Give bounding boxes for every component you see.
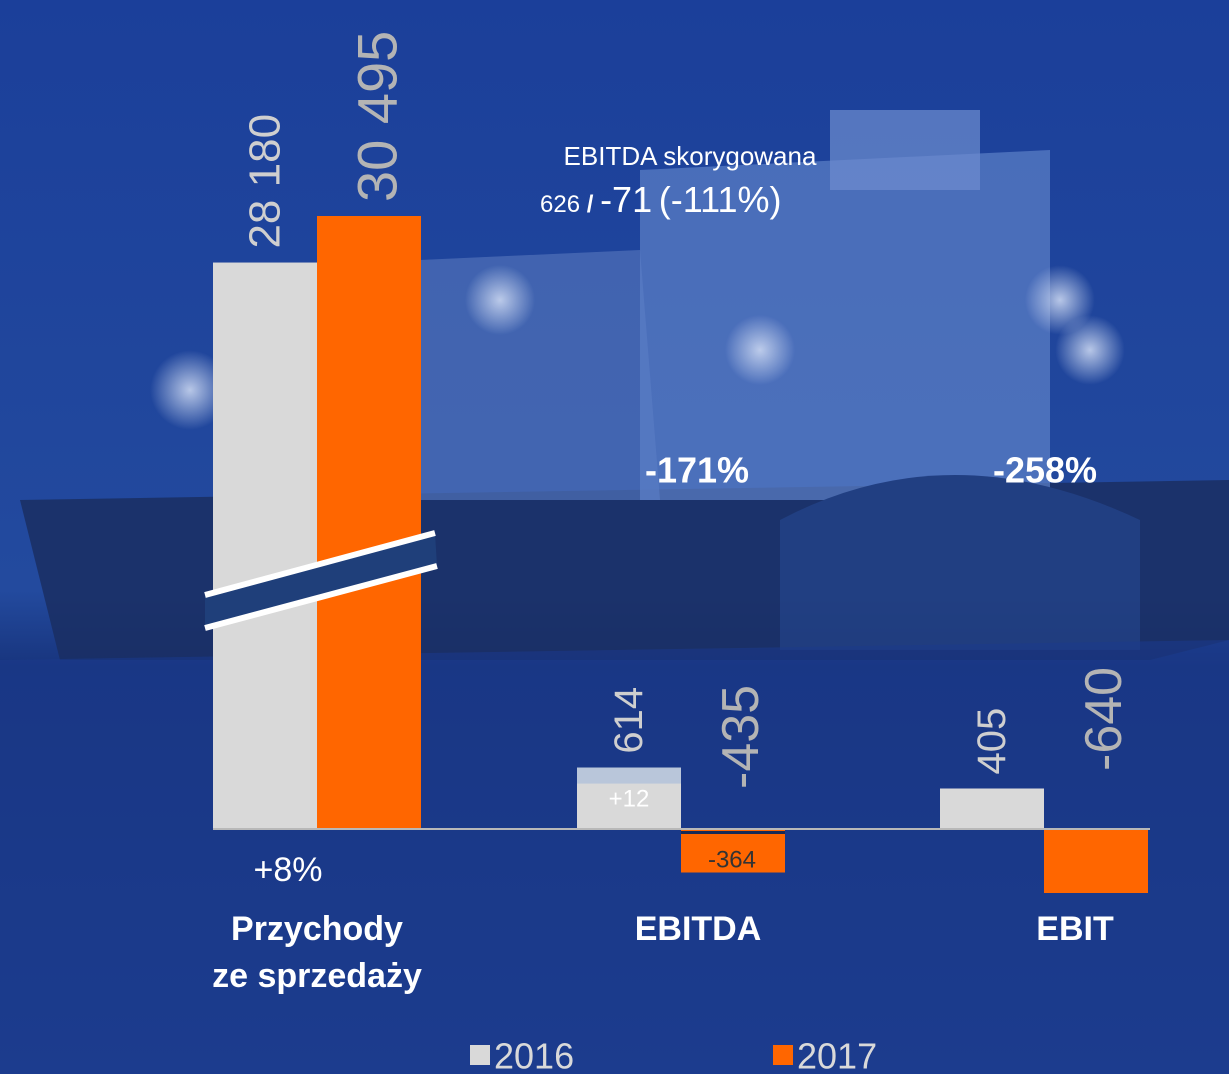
adjusted-2016: 626 [540, 191, 580, 218]
inner-label: +12 [609, 786, 650, 813]
change-label: +8% [254, 851, 323, 889]
legend-label: 2017 [797, 1036, 877, 1074]
adjusted-2017: -71 [600, 179, 652, 220]
bar [681, 829, 785, 873]
bar [317, 216, 421, 829]
adjusted-change: (-111%) [659, 179, 782, 220]
adjusted-line: 626 / -71 (-111%) [540, 179, 781, 220]
category-label: EBITDA [635, 910, 762, 948]
bar-highlight [577, 767, 681, 784]
legend-label: 2016 [494, 1036, 574, 1074]
axis-break-line [204, 530, 436, 598]
adjusted-separator: / [587, 191, 594, 218]
value-label: 405 [970, 708, 1014, 775]
legend-swatch [470, 1045, 490, 1065]
change-label: -171% [645, 450, 749, 491]
change-label: -258% [993, 450, 1097, 491]
bar [940, 788, 1044, 829]
bar [1044, 829, 1148, 893]
value-label: 30 495 [346, 31, 409, 202]
bar-top-line [681, 831, 785, 834]
inner-label: -364 [708, 847, 756, 874]
bar [213, 262, 317, 829]
category-label: EBIT [1036, 910, 1114, 948]
legend-swatch [773, 1045, 793, 1065]
category-label: Przychody [231, 910, 403, 948]
plot: 28 180 30 495 Przychody ze sprzedaży 614 -435… [204, 31, 1150, 1074]
category-label: ze sprzedaży [212, 957, 422, 995]
value-label: -640 [1075, 667, 1133, 771]
value-label: -435 [712, 685, 770, 789]
adjusted-title: EBITDA skorygowana [564, 141, 817, 171]
axis-break-line [204, 563, 438, 631]
value-label: 614 [607, 687, 651, 754]
axis-break [205, 533, 437, 628]
value-label: 28 180 [241, 114, 290, 249]
